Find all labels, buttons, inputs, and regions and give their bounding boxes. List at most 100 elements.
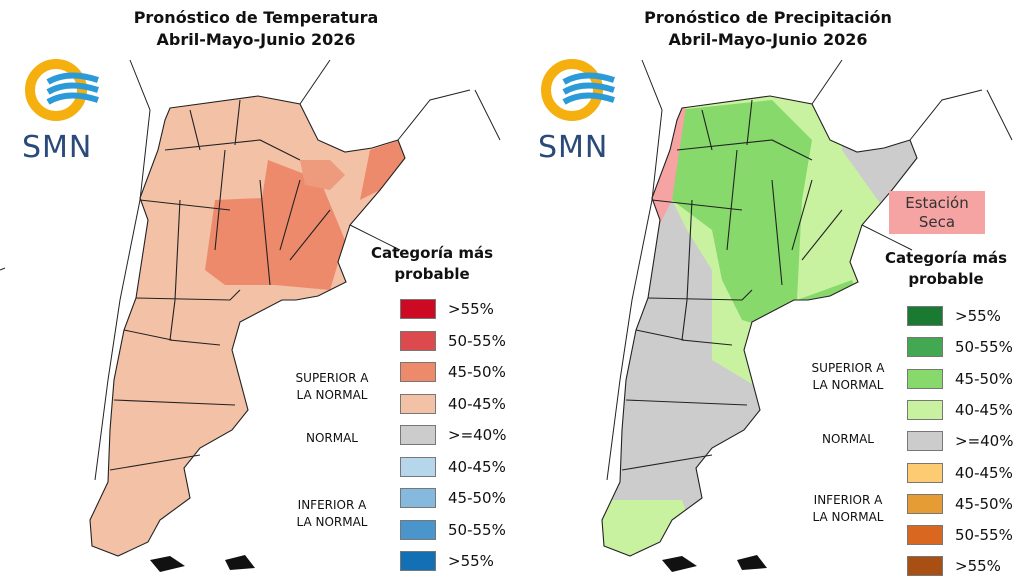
legend-item: 50-55% [907,524,1013,546]
legend-label: >55% [448,300,494,318]
category-inferior-line2: LA NORMAL [812,510,884,524]
islands [662,555,767,572]
temp-region-45-50-misiones [360,140,405,200]
legend-label: 45-50% [955,369,1013,388]
legend-swatch [907,399,943,420]
province-borders [601,95,918,557]
legend-title-line1: Categoría más [370,244,494,262]
precipitation-subtitle: Abril-Mayo-Junio 2026 [668,30,868,49]
legend-label: 40-45% [448,457,506,476]
legend-item: 50-55% [400,330,506,352]
legend-item: 45-50% [907,368,1013,390]
category-normal: NORMAL [305,431,358,445]
precipitation-panel: Pronóstico de Precipitación Abril-Mayo-J… [512,0,1024,585]
legend-swatch [400,330,436,351]
legend-swatch [907,337,943,358]
legend-swatch [400,488,436,508]
legend-swatch [907,525,943,546]
precipitation-title: Pronóstico de Precipitación [644,8,892,27]
legend-swatch [400,393,436,414]
legend-swatch [907,368,943,389]
smn-logo: SMN [534,58,624,168]
category-inferior: INFERIOR A LA NORMAL [282,497,382,531]
legend-item: 45-50% [400,487,506,509]
temperature-map [0,59,501,572]
category-superior: SUPERIOR A LA NORMAL [282,370,382,404]
legend-item: 40-45% [400,456,506,478]
legend-label: 50-55% [448,331,506,350]
legend-item: 50-55% [400,519,506,541]
legend-item: >=40% [400,424,506,446]
dry-season-label: Estación Seca [889,191,985,234]
neighbour-borders [606,59,1013,481]
category-superior-line1: SUPERIOR A [811,361,885,375]
legend-swatch [907,462,943,483]
legend-swatch [400,362,436,382]
category-inferior-line1: INFERIOR A [813,493,883,507]
precip-region-45-50 [672,100,867,340]
category-superior-line1: SUPERIOR A [295,371,369,385]
legend-item: 40-45% [400,393,506,415]
legend-item: >55% [907,305,1001,327]
legend-label: >55% [955,307,1001,325]
temperature-subtitle: Abril-Mayo-Junio 2026 [156,30,356,49]
legend-label: 40-45% [955,463,1013,482]
legend-title: Categoría más probable [876,248,1016,290]
precip-region-dry-season [647,100,687,230]
legend-label: >=40% [955,432,1014,451]
temp-region-45-50 [205,160,345,290]
temperature-title: Pronóstico de Temperatura [133,8,379,27]
legend-swatch [400,519,436,540]
legend-label: 45-50% [448,363,506,381]
legend-label: 45-50% [955,494,1013,513]
category-inferior: INFERIOR A LA NORMAL [798,492,898,526]
legend-item: 40-45% [907,399,1013,421]
legend-item: 50-55% [907,336,1013,358]
temp-region-45-50-ne [300,160,345,190]
legend-title: Categoría más probable [362,243,502,285]
category-normal: NORMAL [821,432,874,446]
category-inferior-line1: INFERIOR A [297,498,367,512]
legend-label: 40-45% [448,394,506,413]
province-borders [89,95,406,557]
legend-label: >55% [955,557,1001,576]
legend-label: 45-50% [448,489,506,507]
legend-title-line2: probable [394,265,470,283]
legend-swatch [907,493,943,514]
legend-item: >55% [400,298,494,320]
legend-swatch [907,306,943,326]
legend-label: 50-55% [955,338,1013,357]
legend-swatch [400,551,436,571]
smn-logo-icon [25,59,99,121]
category-superior-line2: LA NORMAL [812,378,884,392]
legend-swatch [907,556,943,577]
legend-item: >=40% [907,430,1013,452]
islands [150,555,255,572]
category-superior-line2: LA NORMAL [296,388,368,402]
smn-logo-icon [541,59,615,121]
legend-swatch [400,425,436,445]
smn-logo: SMN [18,58,108,168]
neighbour-borders [0,59,501,481]
precipitation-map [601,59,1013,572]
legend-swatch [400,456,436,477]
legend-label: 40-45% [955,400,1013,419]
legend-swatch [400,299,436,319]
logo-text: SMN [538,130,609,165]
category-superior: SUPERIOR A LA NORMAL [798,360,898,394]
logo-text: SMN [22,130,93,165]
legend-item: >55% [907,555,1001,577]
legend-item: 40-45% [907,462,1013,484]
legend-item: >55% [400,550,494,572]
legend-title-line2: probable [908,270,984,288]
legend-label: >=40% [448,426,507,444]
legend-title-line1: Categoría más [884,249,1008,267]
legend-item: 45-50% [400,361,506,383]
legend-label: 50-55% [448,520,506,539]
temperature-panel: Pronóstico de Temperatura Abril-Mayo-Jun… [0,8,506,572]
legend-label: 50-55% [955,526,1013,545]
category-inferior-line2: LA NORMAL [296,515,368,529]
legend-swatch [907,431,943,452]
legend-item: 45-50% [907,493,1013,515]
